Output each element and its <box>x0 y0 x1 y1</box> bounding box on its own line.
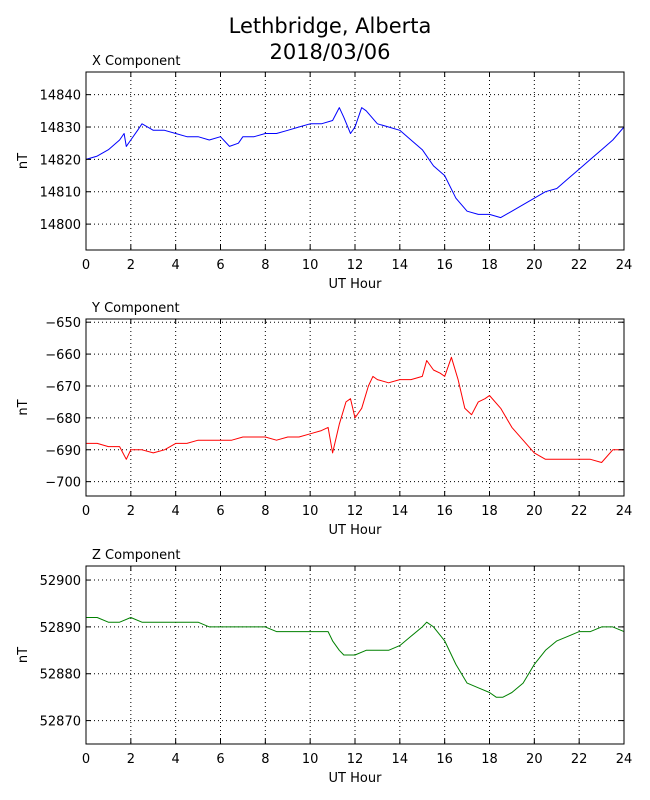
x-tick-label: 16 <box>436 752 453 767</box>
x-tick-label: 12 <box>347 752 364 767</box>
x-tick-label: 18 <box>481 258 498 273</box>
x-tick-label: 4 <box>172 258 180 273</box>
panel-2: 0 2 4 6 8 10 12 14 16 18 20 22 24−650−660−670−680−69… <box>16 301 632 538</box>
x-tick-label: 12 <box>347 258 364 273</box>
y-tick-label: −690 <box>45 444 81 459</box>
x-tick-label: 8 <box>261 258 269 273</box>
x-tick-label: 14 <box>392 752 409 767</box>
x-tick-label: 16 <box>436 258 453 273</box>
y-tick-label: 14810 <box>40 186 81 201</box>
x-tick-label: 20 <box>526 504 543 519</box>
x-axis-label: UT Hour <box>329 523 383 538</box>
panel-title: Y Component <box>91 301 180 316</box>
y-tick-label: 14800 <box>40 218 81 233</box>
y-tick-label: 52890 <box>40 621 81 636</box>
series-line <box>86 356 624 463</box>
x-tick-label: 2 <box>127 258 135 273</box>
x-tick-label: 0 <box>82 504 90 519</box>
x-tick-label: 0 <box>82 752 90 767</box>
y-tick-label: −680 <box>45 412 81 427</box>
x-tick-label: 4 <box>172 752 180 767</box>
x-tick-label: 10 <box>302 752 319 767</box>
x-tick-label: 14 <box>392 504 409 519</box>
series-line <box>85 107 625 219</box>
panel-title: Z Component <box>92 548 181 563</box>
y-tick-label: 52870 <box>40 715 81 730</box>
x-axis-label: UT Hour <box>329 771 383 786</box>
x-tick-label: 24 <box>616 752 633 767</box>
x-tick-label: 24 <box>616 504 633 519</box>
y-tick-label: 52900 <box>40 574 81 589</box>
x-tick-label: 18 <box>481 504 498 519</box>
x-tick-label: 18 <box>481 752 498 767</box>
x-tick-label: 20 <box>526 258 543 273</box>
x-tick-label: 22 <box>571 752 588 767</box>
y-tick-label: −660 <box>45 348 81 363</box>
panel-1: 0 2 4 6 8 10 12 14 16 18 20 22 241480014810148201483… <box>16 54 632 292</box>
y-tick-label: −700 <box>45 476 81 491</box>
y-tick-label: 52880 <box>40 668 81 683</box>
x-tick-label: 10 <box>302 258 319 273</box>
x-tick-label: 4 <box>172 504 180 519</box>
x-tick-label: 22 <box>571 258 588 273</box>
y-axis-label: nT <box>16 399 31 415</box>
y-axis-label: nT <box>16 153 31 169</box>
panel-title: X Component <box>92 54 181 69</box>
x-tick-label: 24 <box>616 258 633 273</box>
x-tick-label: 14 <box>392 258 409 273</box>
x-tick-label: 6 <box>216 504 224 519</box>
x-tick-label: 10 <box>302 504 319 519</box>
panel-3: 0 2 4 6 8 10 12 14 16 18 20 22 245287052880528905290… <box>16 548 632 786</box>
x-tick-label: 8 <box>261 504 269 519</box>
x-tick-label: 6 <box>216 752 224 767</box>
chart-title-date: 2018/03/06 <box>269 40 391 64</box>
y-tick-label: −670 <box>45 380 81 395</box>
x-tick-label: 2 <box>127 752 135 767</box>
x-tick-label: 12 <box>347 504 364 519</box>
series-line <box>86 617 625 698</box>
x-tick-label: 20 <box>526 752 543 767</box>
x-axis-label: UT Hour <box>329 277 383 292</box>
x-tick-label: 8 <box>261 752 269 767</box>
x-tick-label: 0 <box>82 258 90 273</box>
x-tick-label: 22 <box>571 504 588 519</box>
y-tick-label: 14830 <box>40 121 81 136</box>
chart-title-location: Lethbridge, Alberta <box>228 14 432 38</box>
x-tick-label: 6 <box>216 258 224 273</box>
y-tick-label: 14840 <box>40 89 81 104</box>
x-tick-label: 2 <box>127 504 135 519</box>
y-tick-label: 14820 <box>40 153 81 168</box>
x-tick-label: 16 <box>436 504 453 519</box>
y-tick-label: −650 <box>45 316 81 331</box>
y-axis-label: nT <box>16 647 31 663</box>
